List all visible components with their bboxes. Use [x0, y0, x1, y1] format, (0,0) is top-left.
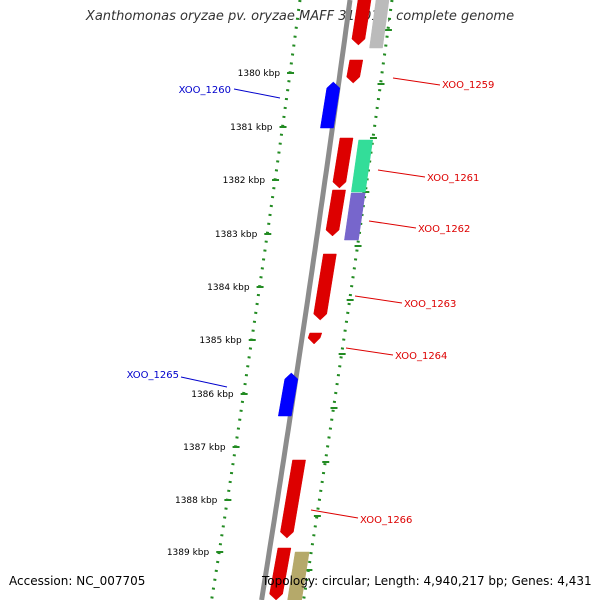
gene-feature-bottom[interactable] — [269, 547, 292, 600]
features-layer[interactable] — [269, 0, 390, 600]
gene-label-XOO_1259[interactable]: XOO_1259 — [442, 80, 494, 91]
map-title: Xanthomonas oryzae pv. oryzae MAFF 31101… — [85, 9, 515, 24]
gene-label-XOO_1261[interactable]: XOO_1261 — [427, 173, 479, 184]
accession-text: Accession: NC_007705 — [9, 574, 146, 588]
feature-purple-1262[interactable] — [344, 192, 366, 241]
kbp-tick-label: 1389 kbp — [167, 548, 210, 558]
gene-feature-XOO_1260[interactable] — [320, 81, 341, 129]
kbp-tick-label: 1388 kbp — [175, 496, 218, 506]
gene-feature-XOO_1262[interactable] — [325, 189, 346, 237]
kbp-tick-label: 1384 kbp — [207, 283, 250, 293]
gene-label-XOO_1265[interactable]: XOO_1265 — [127, 370, 179, 381]
gene-feature-XOO_1264[interactable] — [307, 332, 323, 345]
kbp-tick-label: 1380 kbp — [238, 69, 281, 79]
gene-feature-XOO_1265[interactable] — [278, 372, 299, 417]
kbp-tick-label: 1383 kbp — [215, 230, 258, 240]
feature-olive-bottom[interactable] — [287, 551, 310, 600]
gene-leader-line — [368, 220, 417, 229]
genome-summary-text: Topology: circular; Length: 4,940,217 bp… — [262, 574, 592, 588]
gene-leader-line — [354, 295, 403, 304]
gene-leader-line — [392, 77, 441, 86]
gene-label-XOO_1263[interactable]: XOO_1263 — [404, 299, 456, 310]
kbp-tick-label: 1382 kbp — [223, 176, 266, 186]
gene-label-XOO_1266[interactable]: XOO_1266 — [360, 515, 412, 526]
kbp-tick-label: 1386 kbp — [191, 390, 234, 400]
gene-labels-layer[interactable]: XOO_1259 XOO_1260 XOO_1261 XOO_1262 XOO_1263… — [127, 77, 495, 526]
kbp-tick-label: 1387 kbp — [183, 443, 226, 453]
gene-leader-line — [233, 88, 281, 99]
gene-label-XOO_1262[interactable]: XOO_1262 — [418, 224, 470, 235]
gene-leader-line — [180, 376, 228, 388]
forward-tick-rail — [302, 0, 394, 600]
gene-feature-XOO_1266[interactable] — [280, 459, 306, 539]
feature-grey-top[interactable] — [369, 0, 390, 49]
gene-label-XOO_1260[interactable]: XOO_1260 — [179, 85, 231, 96]
gene-feature-top[interactable] — [351, 0, 372, 46]
kbp-ticks-layer: 1380 kbp 1381 kbp 1382 kbp 1383 kbp 1384 kbp… — [167, 29, 392, 571]
gene-feature-XOO_1261[interactable] — [332, 137, 354, 189]
gene-leader-line — [377, 169, 426, 178]
kbp-tick-label: 1385 kbp — [199, 336, 242, 346]
gene-feature-XOO_1259[interactable] — [346, 59, 364, 84]
gene-feature-XOO_1263[interactable] — [313, 253, 337, 321]
gene-leader-line — [345, 347, 394, 356]
gene-leader-line — [310, 509, 359, 519]
feature-green-1261[interactable] — [351, 139, 373, 193]
gene-label-XOO_1264[interactable]: XOO_1264 — [395, 351, 447, 362]
kbp-tick-label: 1381 kbp — [230, 123, 273, 133]
